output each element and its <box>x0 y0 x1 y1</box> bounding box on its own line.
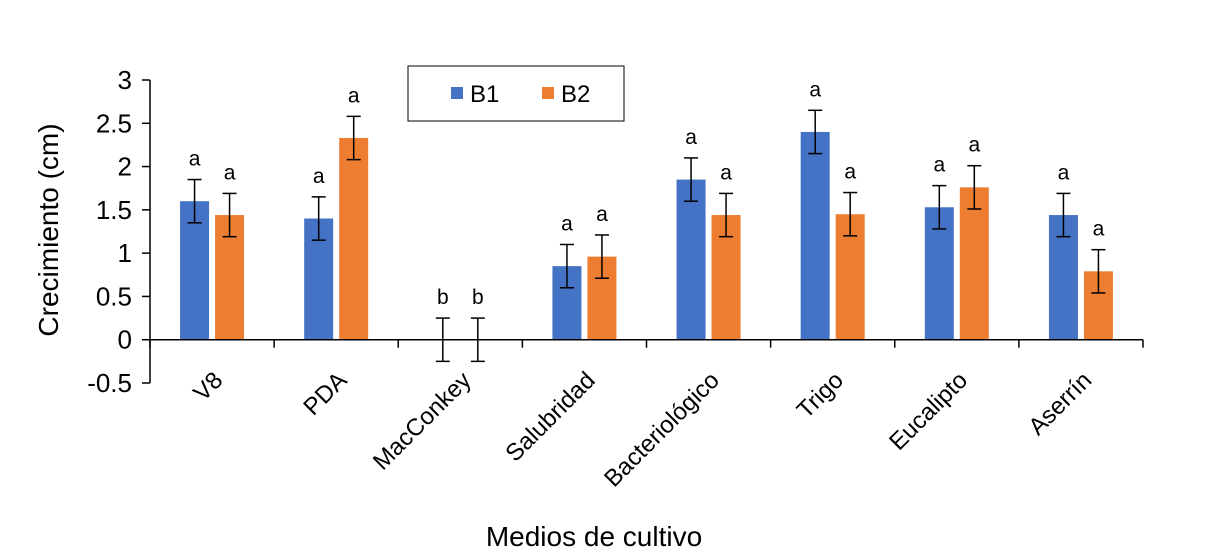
legend-label-b2: B2 <box>561 81 590 108</box>
legend-swatch-b1 <box>451 87 463 99</box>
category-label: Trigo <box>792 367 849 424</box>
significance-letter: a <box>313 165 325 188</box>
legend-swatch-b2 <box>542 87 554 99</box>
significance-letter: a <box>189 148 201 171</box>
y-tick-label: 2 <box>118 152 132 182</box>
significance-letter: a <box>809 78 821 101</box>
category-label: V8 <box>188 367 228 407</box>
significance-letter: b <box>437 286 449 309</box>
significance-letter: a <box>596 203 608 226</box>
category-label: PDA <box>298 367 352 421</box>
bar-b2 <box>339 138 369 340</box>
y-tick-label: 1.5 <box>96 195 132 225</box>
significance-letter: a <box>1093 218 1105 241</box>
category-label: Bacteriológico <box>599 367 725 493</box>
significance-letter: a <box>685 126 697 149</box>
y-tick-label: 3 <box>118 65 132 95</box>
bar-b1 <box>180 201 210 340</box>
bars <box>180 131 1113 340</box>
category-label: Eucalipto <box>884 367 973 456</box>
significance-letter: a <box>933 154 945 177</box>
y-tick-label: 1 <box>118 238 132 268</box>
bar-b2 <box>959 187 989 340</box>
significance-letter: a <box>968 134 980 157</box>
significance-letter: b <box>472 286 484 309</box>
x-axis-title: Medios de cultivo <box>486 521 702 552</box>
x-axis-ticks <box>149 339 1144 348</box>
bar-b1 <box>800 131 830 340</box>
legend-label-b1: B1 <box>470 81 499 108</box>
bar-b1 <box>676 179 706 340</box>
y-tick-label: 0 <box>118 325 132 355</box>
significance-letter: a <box>844 161 856 184</box>
significance-letter: a <box>224 161 236 184</box>
significance-letter: a <box>1058 161 1070 184</box>
significance-letter: a <box>348 84 360 107</box>
y-tick-label: 0.5 <box>96 281 132 311</box>
legend: B1 B2 <box>407 65 625 122</box>
y-axis-title: Crecimiento (cm) <box>33 123 64 336</box>
y-axis-ticks: -0.5 0 0.5 1 1.5 2 2.5 3 <box>87 65 150 398</box>
y-tick-label: -0.5 <box>87 368 132 398</box>
category-label: Salubridad <box>500 367 600 467</box>
significance-letter: a <box>720 161 732 184</box>
significance-letter: a <box>561 212 573 235</box>
legend-frame <box>407 65 625 122</box>
category-label: Aserrín <box>1023 367 1097 441</box>
category-label: MacConkey <box>368 367 477 476</box>
y-tick-label: 2.5 <box>96 108 132 138</box>
